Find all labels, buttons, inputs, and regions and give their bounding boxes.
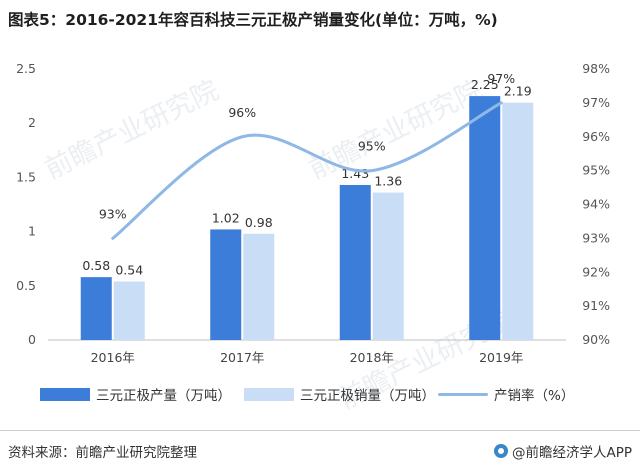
data-label-production: 1.02: [212, 210, 240, 225]
y-right-tick-label: 95%: [582, 163, 610, 178]
y-left-tick-label: 0.5: [16, 278, 36, 293]
legend-swatch-sales: [244, 387, 294, 401]
bar-production: [469, 96, 501, 340]
credit-note: @前瞻经济学人APP: [493, 441, 632, 461]
x-tick-label: 2019年: [479, 350, 523, 365]
y-right-tick-label: 92%: [582, 264, 610, 279]
data-label-production: 0.58: [82, 258, 110, 273]
data-label-production: 2.25: [471, 77, 499, 92]
data-label-rate: 97%: [487, 71, 515, 86]
data-label-sales: 1.36: [374, 174, 402, 189]
data-label-sales: 0.54: [115, 262, 143, 277]
bar-sales: [372, 192, 404, 340]
y-left-tick-label: 0: [28, 332, 36, 347]
bar-production: [339, 184, 371, 340]
legend-label-rate: 产销率（%）: [494, 388, 575, 404]
bar-production: [210, 229, 242, 340]
y-right-tick-label: 94%: [582, 197, 610, 212]
source-note: 资料来源：前瞻产业研究院整理: [8, 445, 197, 461]
y-left-tick-label: 2.5: [16, 61, 36, 76]
x-tick-label: 2018年: [350, 350, 394, 365]
bar-sales: [243, 233, 275, 340]
credit-text: @前瞻经济学人APP: [511, 445, 632, 461]
y-right-tick-label: 98%: [582, 61, 610, 76]
bar-production: [80, 277, 112, 340]
legend-label-production: 三元正极产量（万吨）: [96, 388, 231, 404]
bar-sales: [502, 102, 534, 340]
y-left-tick-label: 1.5: [16, 169, 36, 184]
legend-item-production: 三元正极产量（万吨）: [40, 384, 231, 404]
chart-title: 图表5：2016-2021年容百科技三元正极产销量变化(单位：万吨，%): [8, 11, 498, 29]
footer-divider: [0, 430, 640, 431]
legend-item-sales: 三元正极销量（万吨）: [244, 384, 435, 404]
legend-swatch-rate: [438, 392, 488, 396]
x-tick-label: 2016年: [91, 350, 135, 365]
data-label-rate: 96%: [228, 105, 256, 120]
y-left-tick-label: 2: [28, 115, 36, 130]
legend-item-rate: 产销率（%）: [438, 384, 574, 404]
y-left-tick-label: 1: [28, 224, 36, 239]
chart-legend: 三元正极产量（万吨） 三元正极销量（万吨） 产销率（%）: [0, 384, 640, 408]
y-right-tick-label: 90%: [582, 332, 610, 347]
data-label-rate: 93%: [99, 206, 127, 221]
y-right-tick-label: 96%: [582, 129, 610, 144]
data-label-sales: 0.98: [245, 215, 273, 230]
line-rate: [111, 101, 503, 240]
data-label-rate: 95%: [358, 139, 386, 154]
brand-logo-icon: [493, 444, 508, 458]
x-tick-label: 2017年: [220, 350, 264, 365]
y-right-tick-label: 91%: [582, 298, 610, 313]
y-right-tick-label: 97%: [582, 95, 610, 110]
y-right-tick-label: 93%: [582, 230, 610, 245]
data-label-sales: 2.19: [504, 84, 532, 99]
combo-chart: 0 0.5 1 1.5 2 2.5 90% 91% 92% 93% 94% 95% 96% 97% 98% 2…: [16, 61, 610, 365]
legend-label-sales: 三元正极销量（万吨）: [300, 388, 435, 404]
bar-sales: [113, 281, 145, 340]
legend-swatch-production: [40, 387, 90, 401]
